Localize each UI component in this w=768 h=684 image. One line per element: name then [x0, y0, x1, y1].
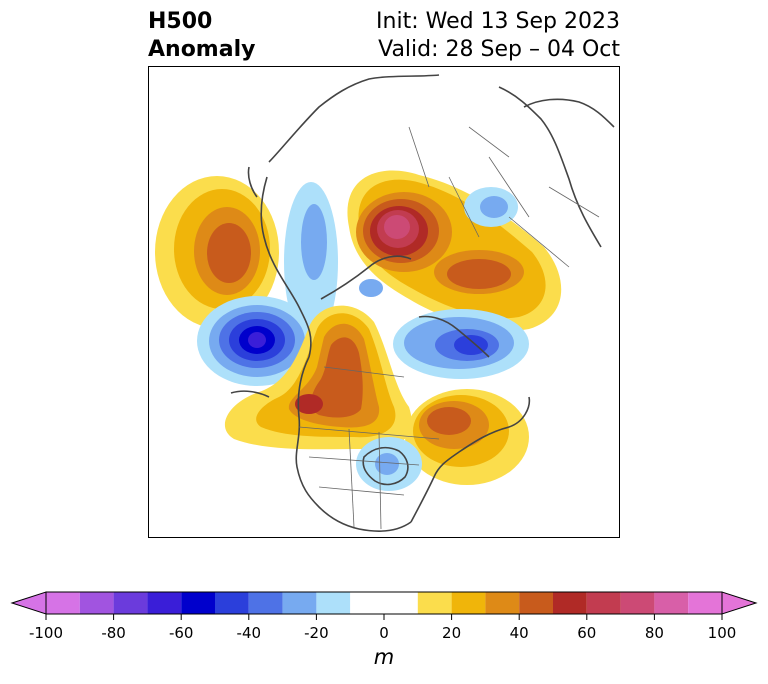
- colorbar-tick-label: 0: [379, 624, 389, 642]
- valid-range: Valid: 28 Sep – 04 Oct: [378, 37, 620, 62]
- anomaly-map: [148, 66, 620, 538]
- colorbar-bin-4: [181, 592, 215, 614]
- colorbar-tick-label: 60: [577, 624, 596, 642]
- colorbar-bin-5: [215, 592, 249, 614]
- western-north-america-ridge-anomaly: [224, 305, 412, 450]
- colorbar-bin-3: [147, 592, 182, 614]
- title-line-1: H500: [148, 9, 213, 34]
- anomaly-map-svg: [155, 74, 615, 532]
- small-trough-anomaly: [366, 284, 382, 294]
- colorbar-tick-label: -40: [237, 624, 262, 642]
- colorbar-bin-2: [113, 592, 148, 614]
- forecast-dates: Init: Wed 13 Sep 2023 Valid: 28 Sep – 04…: [376, 8, 620, 64]
- title-line-2: Anomaly: [148, 37, 256, 62]
- aleutian-ridge-anomaly: [155, 176, 279, 328]
- colorbar-tick-label: 80: [645, 624, 664, 642]
- colorbar-bin-7: [282, 592, 317, 614]
- colorbar-tick-label: -20: [304, 624, 329, 642]
- colorbar-bin-6: [248, 592, 283, 614]
- coastlines: [230, 74, 615, 532]
- init-date: Init: Wed 13 Sep 2023: [376, 9, 620, 34]
- colorbar-bin-17: [654, 592, 689, 614]
- colorbar-tick-label: 20: [442, 624, 461, 642]
- north-atlantic-trough-anomaly: [464, 187, 518, 227]
- colorbar-over-triangle: [721, 591, 758, 615]
- colorbar-under-triangle: [10, 591, 47, 615]
- colorbar-bin-8: [316, 592, 351, 614]
- colorbar-bin-13: [519, 592, 553, 614]
- colorbar-bin-12: [485, 592, 520, 614]
- colorbar-bin-14: [553, 592, 587, 614]
- colorbar-unit-label: m: [373, 645, 395, 669]
- colorbar-tick-label: -60: [169, 624, 194, 642]
- colorbar-bin-18: [688, 592, 722, 614]
- siberian-ridge-anomaly: [347, 170, 562, 331]
- colorbar-bin-11: [451, 592, 486, 614]
- map-title: H500 Anomaly: [148, 8, 255, 64]
- colorbar-bin-9: [350, 592, 418, 614]
- colorbar-bin-16: [620, 592, 655, 614]
- colorbar-tick-label: 100: [708, 624, 737, 642]
- political-borders: [298, 126, 600, 530]
- colorbar-bin-1: [79, 592, 114, 614]
- eurasian-trough-anomaly: [393, 309, 529, 379]
- colorbar-tick-label: -100: [29, 624, 63, 642]
- colorbar-bin-15: [586, 592, 621, 614]
- great-lakes-trough-anomaly: [356, 437, 422, 491]
- colorbar-tick-label: 40: [510, 624, 529, 642]
- colorbar-bin-10: [417, 592, 452, 614]
- colorbar-bins: [46, 592, 722, 614]
- colorbar-ticks: -100 -80 -60 -40 -20 0 20 40 60 80 100: [29, 614, 736, 642]
- colorbar: -100 -80 -60 -40 -20 0 20 40 60 80 100: [10, 591, 758, 642]
- bering-trough-anomaly: [197, 296, 317, 386]
- northeast-canada-ridge-anomaly: [405, 389, 529, 485]
- colorbar-bin-0: [46, 592, 80, 614]
- colorbar-tick-label: -80: [101, 624, 126, 642]
